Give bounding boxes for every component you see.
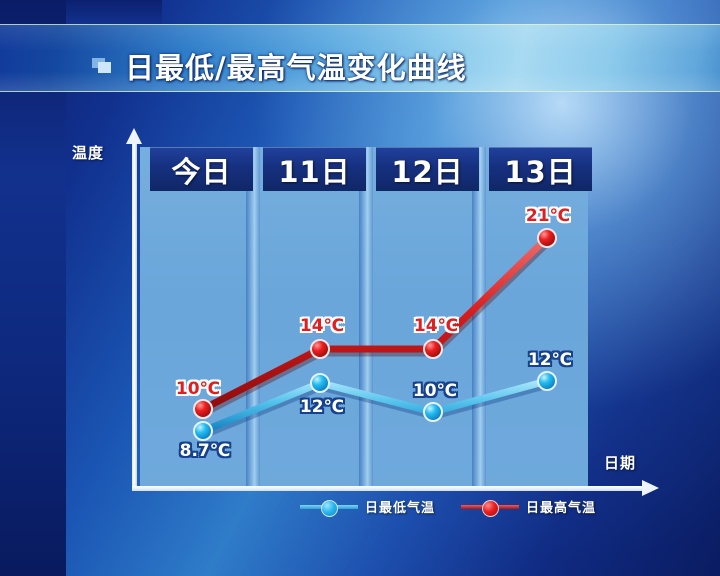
day-header-1: 11日 — [263, 147, 366, 191]
legend-dot-low-icon — [321, 499, 338, 517]
data-point-high-0[interactable] — [193, 399, 213, 419]
legend-swatch-high — [461, 499, 520, 517]
chart-legend: 日最低气温 日最高气温 — [300, 497, 597, 517]
data-label-low-3: 12℃ — [527, 350, 573, 370]
day-header-2: 12日 — [376, 147, 479, 191]
legend-item-low[interactable]: 日最低气温 — [300, 497, 436, 517]
data-point-low-0[interactable] — [193, 421, 213, 441]
legend-label-high: 日最高气温 — [526, 501, 597, 516]
legend-item-high[interactable]: 日最高气温 — [461, 497, 597, 517]
data-point-high-2[interactable] — [423, 339, 443, 359]
x-axis-arrow — [642, 480, 659, 496]
data-point-low-3[interactable] — [537, 371, 557, 391]
column-separator-1 — [246, 147, 260, 488]
x-axis-line — [132, 486, 644, 491]
left-edge-strip-upper — [66, 0, 162, 24]
data-label-low-2: 10℃ — [412, 381, 458, 401]
day-header-0: 今日 — [150, 147, 253, 191]
day-header-label: 13日 — [504, 154, 577, 189]
y-axis-line — [132, 142, 137, 490]
title-rule-top — [0, 24, 720, 25]
title-band-sheen — [0, 24, 720, 92]
title-band — [0, 24, 720, 92]
y-axis-arrow — [126, 128, 142, 144]
legend-swatch-low — [300, 499, 358, 517]
slide-square-icon — [92, 58, 111, 73]
data-label-high-1: 14℃ — [299, 316, 345, 336]
day-column-3 — [479, 147, 588, 488]
series-line-high-main — [199, 234, 551, 413]
data-point-high-1[interactable] — [310, 339, 330, 359]
day-header-3: 13日 — [489, 147, 592, 191]
series-line-high — [199, 236, 553, 417]
legend-label-low: 日最低气温 — [365, 501, 436, 516]
left-edge-strip — [0, 0, 66, 576]
column-separator-2 — [359, 147, 373, 488]
page-title: 日最低/最高气温变化曲线 — [125, 51, 467, 85]
day-header-label: 12日 — [391, 154, 464, 189]
slide-square-front — [98, 62, 111, 73]
data-label-high-2: 14℃ — [413, 316, 459, 336]
data-label-high-3: 21℃ — [525, 206, 571, 226]
data-point-high-3[interactable] — [537, 228, 557, 248]
legend-dot-high-icon — [482, 499, 500, 517]
data-point-low-1[interactable] — [310, 373, 330, 393]
day-header-label: 今日 — [171, 154, 232, 189]
day-header-label: 11日 — [278, 154, 351, 189]
title-rule-bottom — [0, 91, 720, 92]
data-label-high-0: 10℃ — [175, 379, 221, 399]
y-axis-label: 温度 — [72, 144, 105, 162]
day-column-2 — [366, 147, 479, 488]
series-line-low-main — [199, 377, 551, 435]
data-label-low-1: 12℃ — [299, 397, 345, 417]
data-label-low-0: 8.7℃ — [179, 441, 231, 461]
data-point-low-2[interactable] — [423, 402, 443, 422]
x-axis-label: 日期 — [604, 454, 637, 472]
day-column-1 — [253, 147, 366, 488]
